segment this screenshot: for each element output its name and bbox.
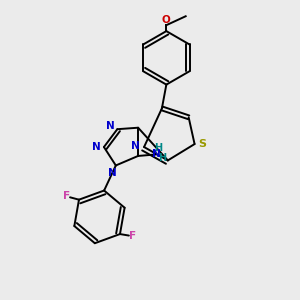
Text: F: F [129,231,136,242]
Text: N: N [106,121,115,131]
Text: N: N [152,148,161,159]
Text: S: S [198,139,206,149]
Text: N: N [131,140,140,151]
Text: O: O [162,15,171,25]
Text: N: N [92,142,101,152]
Text: H: H [158,153,166,163]
Text: F: F [63,191,70,201]
Text: N: N [109,168,117,178]
Text: H: H [154,143,162,153]
